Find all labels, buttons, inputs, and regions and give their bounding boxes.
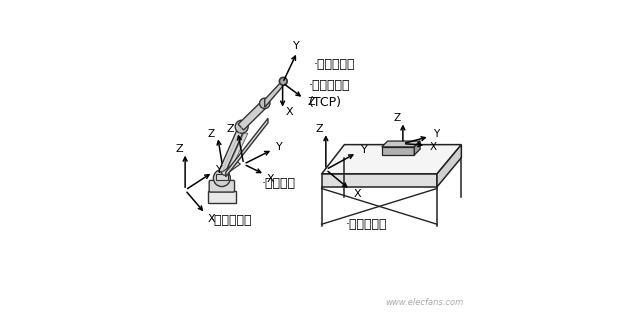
Text: Z: Z [394, 113, 401, 123]
Text: Y: Y [360, 145, 367, 155]
Polygon shape [225, 133, 248, 174]
Text: Z: Z [316, 124, 323, 134]
Text: ·大地坐标系: ·大地坐标系 [211, 214, 253, 227]
Polygon shape [437, 145, 461, 187]
Text: Y: Y [293, 41, 300, 51]
Text: Z: Z [207, 129, 214, 139]
FancyBboxPatch shape [216, 174, 228, 180]
Text: Z: Z [175, 145, 183, 154]
Polygon shape [381, 141, 420, 147]
FancyBboxPatch shape [209, 180, 234, 192]
Polygon shape [265, 79, 284, 107]
Circle shape [235, 120, 248, 133]
Polygon shape [226, 118, 268, 177]
Polygon shape [322, 174, 437, 187]
Circle shape [213, 170, 230, 187]
Circle shape [260, 98, 270, 109]
Polygon shape [322, 145, 461, 174]
Polygon shape [219, 127, 245, 172]
Text: X: X [429, 142, 436, 152]
Text: X: X [207, 214, 215, 224]
Text: Y: Y [216, 165, 223, 175]
Polygon shape [414, 141, 420, 155]
Text: ·工件坐标系: ·工件坐标系 [346, 218, 387, 231]
Text: X: X [267, 174, 275, 184]
Text: ·工具坐标系: ·工具坐标系 [314, 58, 355, 72]
Text: Z: Z [227, 124, 234, 134]
FancyBboxPatch shape [208, 191, 236, 203]
Text: www.elecfans.com: www.elecfans.com [385, 298, 463, 307]
Text: X: X [285, 107, 293, 117]
Text: X: X [353, 189, 361, 199]
Text: Y: Y [433, 129, 439, 139]
Text: Z: Z [307, 98, 315, 107]
Polygon shape [238, 101, 268, 130]
Text: ·基坐标系: ·基坐标系 [262, 177, 296, 190]
Polygon shape [381, 147, 414, 155]
Text: Y: Y [276, 142, 283, 152]
Circle shape [280, 77, 287, 85]
Polygon shape [221, 162, 241, 176]
Text: ·工具中心点
(TCP): ·工具中心点 (TCP) [308, 79, 350, 109]
